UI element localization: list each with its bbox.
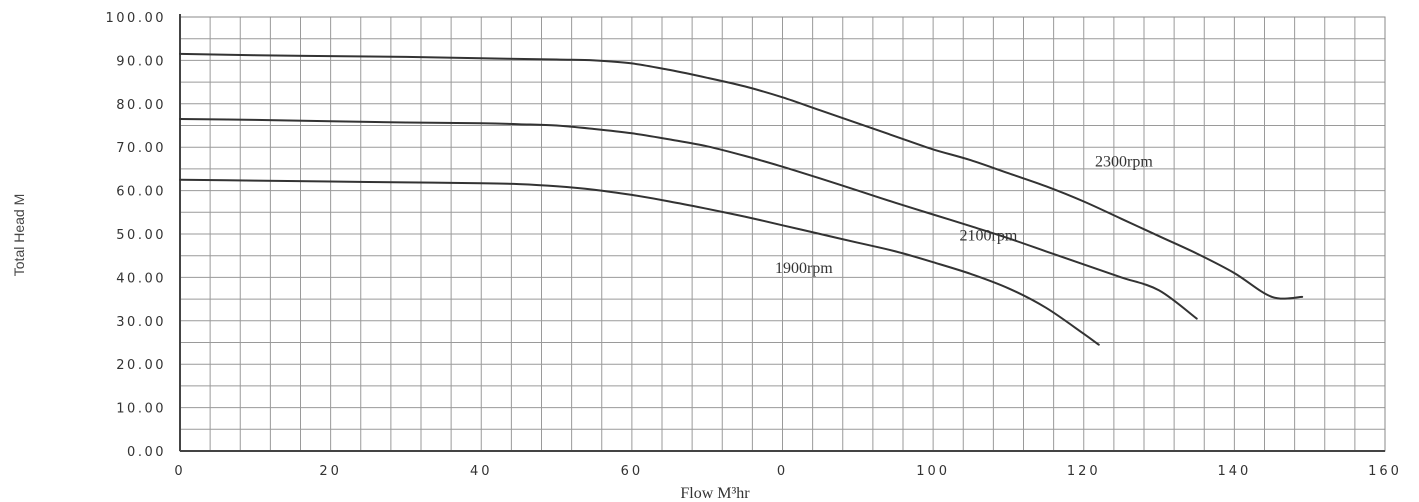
y-tick-label: 10.00: [116, 402, 166, 417]
y-tick-label: 0.00: [127, 445, 166, 460]
curve-label-2300rpm: 2300rpm: [1095, 154, 1153, 171]
x-tick-label: 140: [1217, 464, 1251, 479]
series-line-2100rpm: [179, 118, 1198, 320]
y-tick-label: 100.00: [106, 11, 167, 26]
y-tick-label: 40.00: [116, 271, 166, 286]
x-tick-label: 160: [1368, 464, 1402, 479]
series-line-1900rpm: [179, 178, 1100, 346]
x-tick-label: 120: [1067, 464, 1101, 479]
tick-labels: 0.00 10.00 20.00 30.00 40.00 50.00 60.00 70.00 8…: [106, 11, 1402, 479]
y-tick-label: 70.00: [116, 141, 166, 156]
curve-label-1900rpm: 1900rpm: [775, 260, 833, 277]
axes: [179, 14, 1385, 452]
x-tick-label: 0: [174, 464, 185, 479]
y-tick-label: 90.00: [116, 54, 166, 69]
y-tick-label: 20.00: [116, 358, 166, 373]
y-axis-label: Total Head M: [11, 194, 27, 276]
x-tick-label: 20: [319, 464, 342, 479]
x-tick-label: 100: [916, 464, 950, 479]
curve-label-2100rpm: 2100rpm: [959, 228, 1017, 245]
y-tick-label: 50.00: [116, 228, 166, 243]
x-tick-label: 40: [470, 464, 493, 479]
y-tick-label: 80.00: [116, 98, 166, 113]
series-group: [179, 52, 1304, 346]
series-line-2300rpm: [179, 52, 1304, 300]
y-tick-label: 60.00: [116, 185, 166, 200]
y-tick-label: 30.00: [116, 315, 166, 330]
grid: [179, 16, 1386, 452]
x-tick-label: 60: [621, 464, 644, 479]
x-tick-label: 0: [777, 464, 788, 479]
x-axis-label: Flow M³hr: [680, 485, 750, 502]
curve-labels: 2300rpm 2100rpm 1900rpm: [775, 154, 1153, 277]
